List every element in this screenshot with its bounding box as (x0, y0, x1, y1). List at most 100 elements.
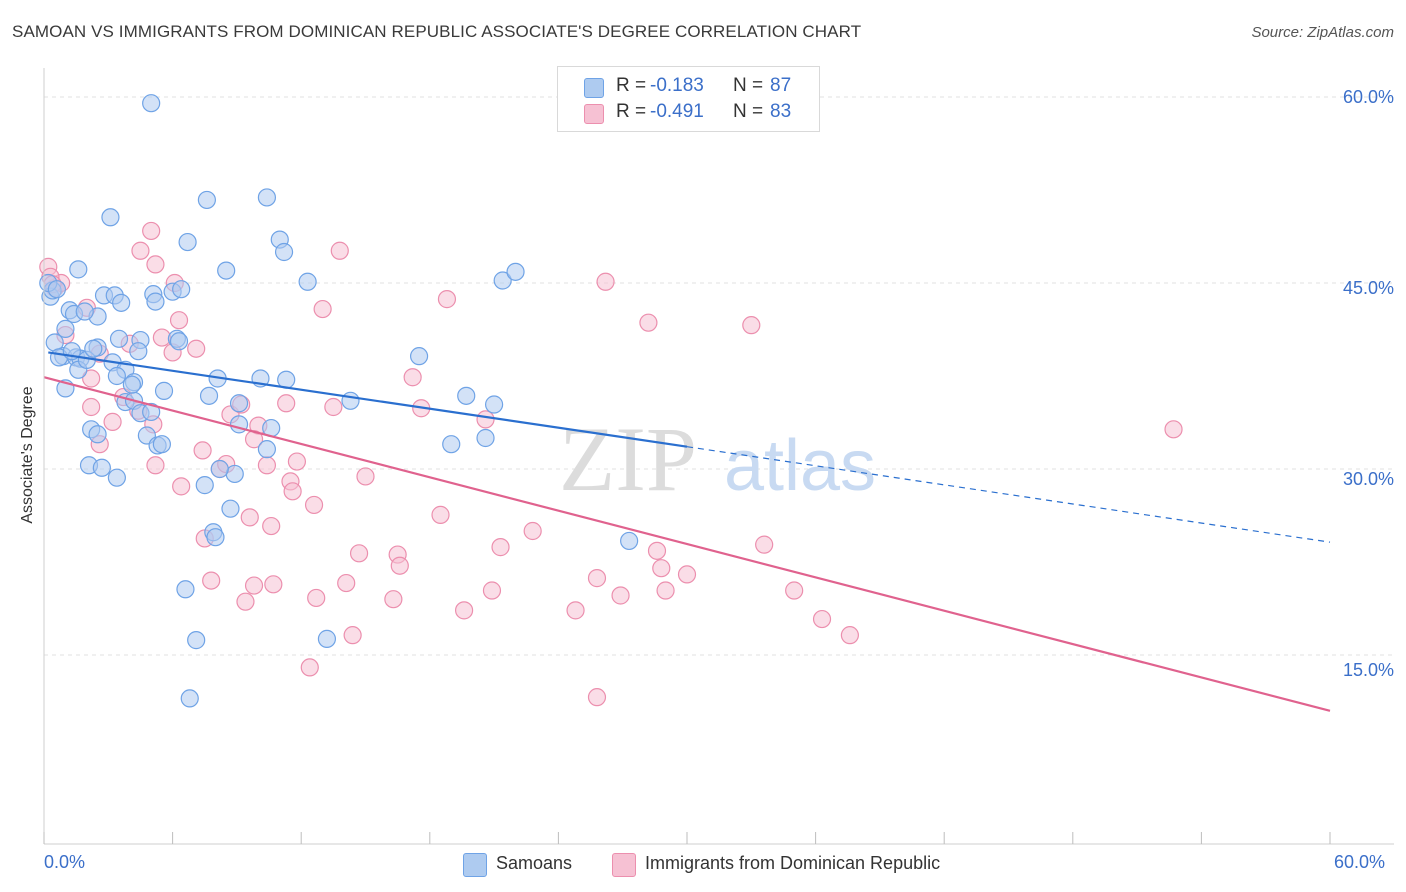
samoans-point (56, 319, 75, 338)
dominican-point (390, 556, 409, 575)
legend-swatch-samoans (584, 78, 604, 98)
samoans-point (485, 395, 504, 414)
samoans-point (229, 394, 249, 413)
samoans-point (69, 260, 88, 279)
series-dominican-points (39, 221, 1183, 707)
dominican-point (187, 339, 206, 358)
samoans-point (257, 440, 277, 459)
dominican-point (330, 241, 349, 260)
samoans-point (210, 459, 229, 479)
dominican-point (482, 581, 502, 600)
samoans-point (442, 435, 461, 454)
dominican-point (840, 626, 859, 645)
samoans-point (107, 366, 126, 386)
dominican-point (742, 316, 761, 335)
dominican-point (454, 601, 474, 620)
dominican-point (202, 571, 221, 590)
samoans-point (172, 280, 191, 299)
x-tick-min: 0.0% (44, 852, 86, 872)
samoans-point (197, 190, 216, 210)
dominican-point (131, 241, 150, 260)
dominican-point (313, 299, 332, 319)
samoans-point (178, 232, 197, 252)
grid-lines (44, 96, 1394, 656)
legend-swatch-samoans (463, 853, 487, 877)
legend-r-value: -0.183 (650, 75, 704, 96)
legend-r-label: R = (616, 75, 647, 96)
samoans-trend-line (48, 351, 688, 448)
dominican-point (146, 255, 165, 274)
samoans-point (476, 428, 495, 448)
samoans-point (317, 629, 337, 648)
dominican-point (1164, 420, 1183, 439)
y-tick-30: 30.0% (1342, 469, 1394, 489)
watermark: ZIP atlas (559, 408, 876, 510)
dominican-point (652, 559, 671, 578)
legend-swatch-dominican (612, 853, 636, 877)
samoans-point (180, 689, 199, 708)
legend-n-value: 83 (770, 101, 792, 122)
legend-label-samoans: Samoans (496, 853, 573, 873)
samoans-point (109, 329, 129, 348)
dominican-point (236, 592, 255, 611)
samoans-point (75, 302, 94, 321)
legend-r-value: -0.491 (650, 101, 704, 122)
source-label: Source: ZipAtlas.com (1251, 24, 1394, 41)
dominican-point (142, 221, 161, 241)
dominican-point (337, 573, 356, 593)
dominican-point (103, 412, 122, 431)
samoans-trend-extension (686, 446, 1331, 543)
watermark-atlas: atlas (724, 426, 876, 506)
series-samoans-points (39, 94, 639, 708)
legend-n-label: N = (733, 101, 764, 122)
samoans-point (122, 375, 141, 394)
dominican-point (287, 452, 307, 471)
legend-swatch-dominican (584, 104, 604, 124)
series-legend: Samoans Immigrants from Dominican Republ… (0, 852, 1406, 878)
watermark-zip: ZIP (559, 408, 697, 510)
axes (43, 68, 1394, 845)
samoans-point (620, 531, 639, 551)
dominican-point (523, 521, 542, 541)
y-tick-45: 45.0% (1342, 278, 1394, 298)
dominican-point (146, 456, 165, 475)
dominican-point (611, 586, 630, 605)
samoans-point (142, 402, 161, 422)
legend-row-dominican: R = -0.491 N = 83 (558, 101, 819, 127)
samoans-point (92, 458, 111, 477)
dominican-point (785, 581, 804, 600)
legend-label-dominican: Immigrants from Dominican Republic (645, 853, 941, 873)
dominican-point (324, 397, 343, 417)
samoans-point (107, 468, 126, 487)
samoans-point (206, 528, 225, 547)
dominican-point (587, 688, 607, 707)
samoans-point (187, 631, 206, 650)
samoans-point (257, 188, 277, 207)
dominican-point (82, 397, 101, 417)
dominican-point (755, 535, 774, 554)
samoans-point (274, 242, 294, 262)
dominican-trend-line (43, 376, 1331, 712)
dominican-point (491, 538, 510, 557)
samoans-point (88, 425, 107, 444)
dominican-point (596, 272, 615, 291)
dominican-point (343, 626, 362, 645)
samoans-point (199, 386, 219, 405)
dominican-point (647, 541, 667, 560)
trend-lines (43, 351, 1331, 712)
legend-r-label: R = (616, 101, 647, 122)
y-tick-60: 60.0% (1342, 87, 1394, 107)
dominican-point (307, 588, 326, 608)
dominican-point (262, 516, 281, 536)
legend-row-samoans: R = -0.183 N = 87 (558, 75, 819, 101)
dominican-point (349, 544, 369, 563)
y-tick-15: 15.0% (1342, 660, 1394, 680)
dominican-point (264, 575, 283, 594)
samoans-point (493, 271, 512, 290)
samoans-point (129, 342, 148, 361)
samoans-point (169, 332, 189, 351)
dominican-point (566, 601, 585, 620)
x-tick-max: 60.0% (1334, 852, 1386, 872)
dominican-point (677, 565, 697, 584)
